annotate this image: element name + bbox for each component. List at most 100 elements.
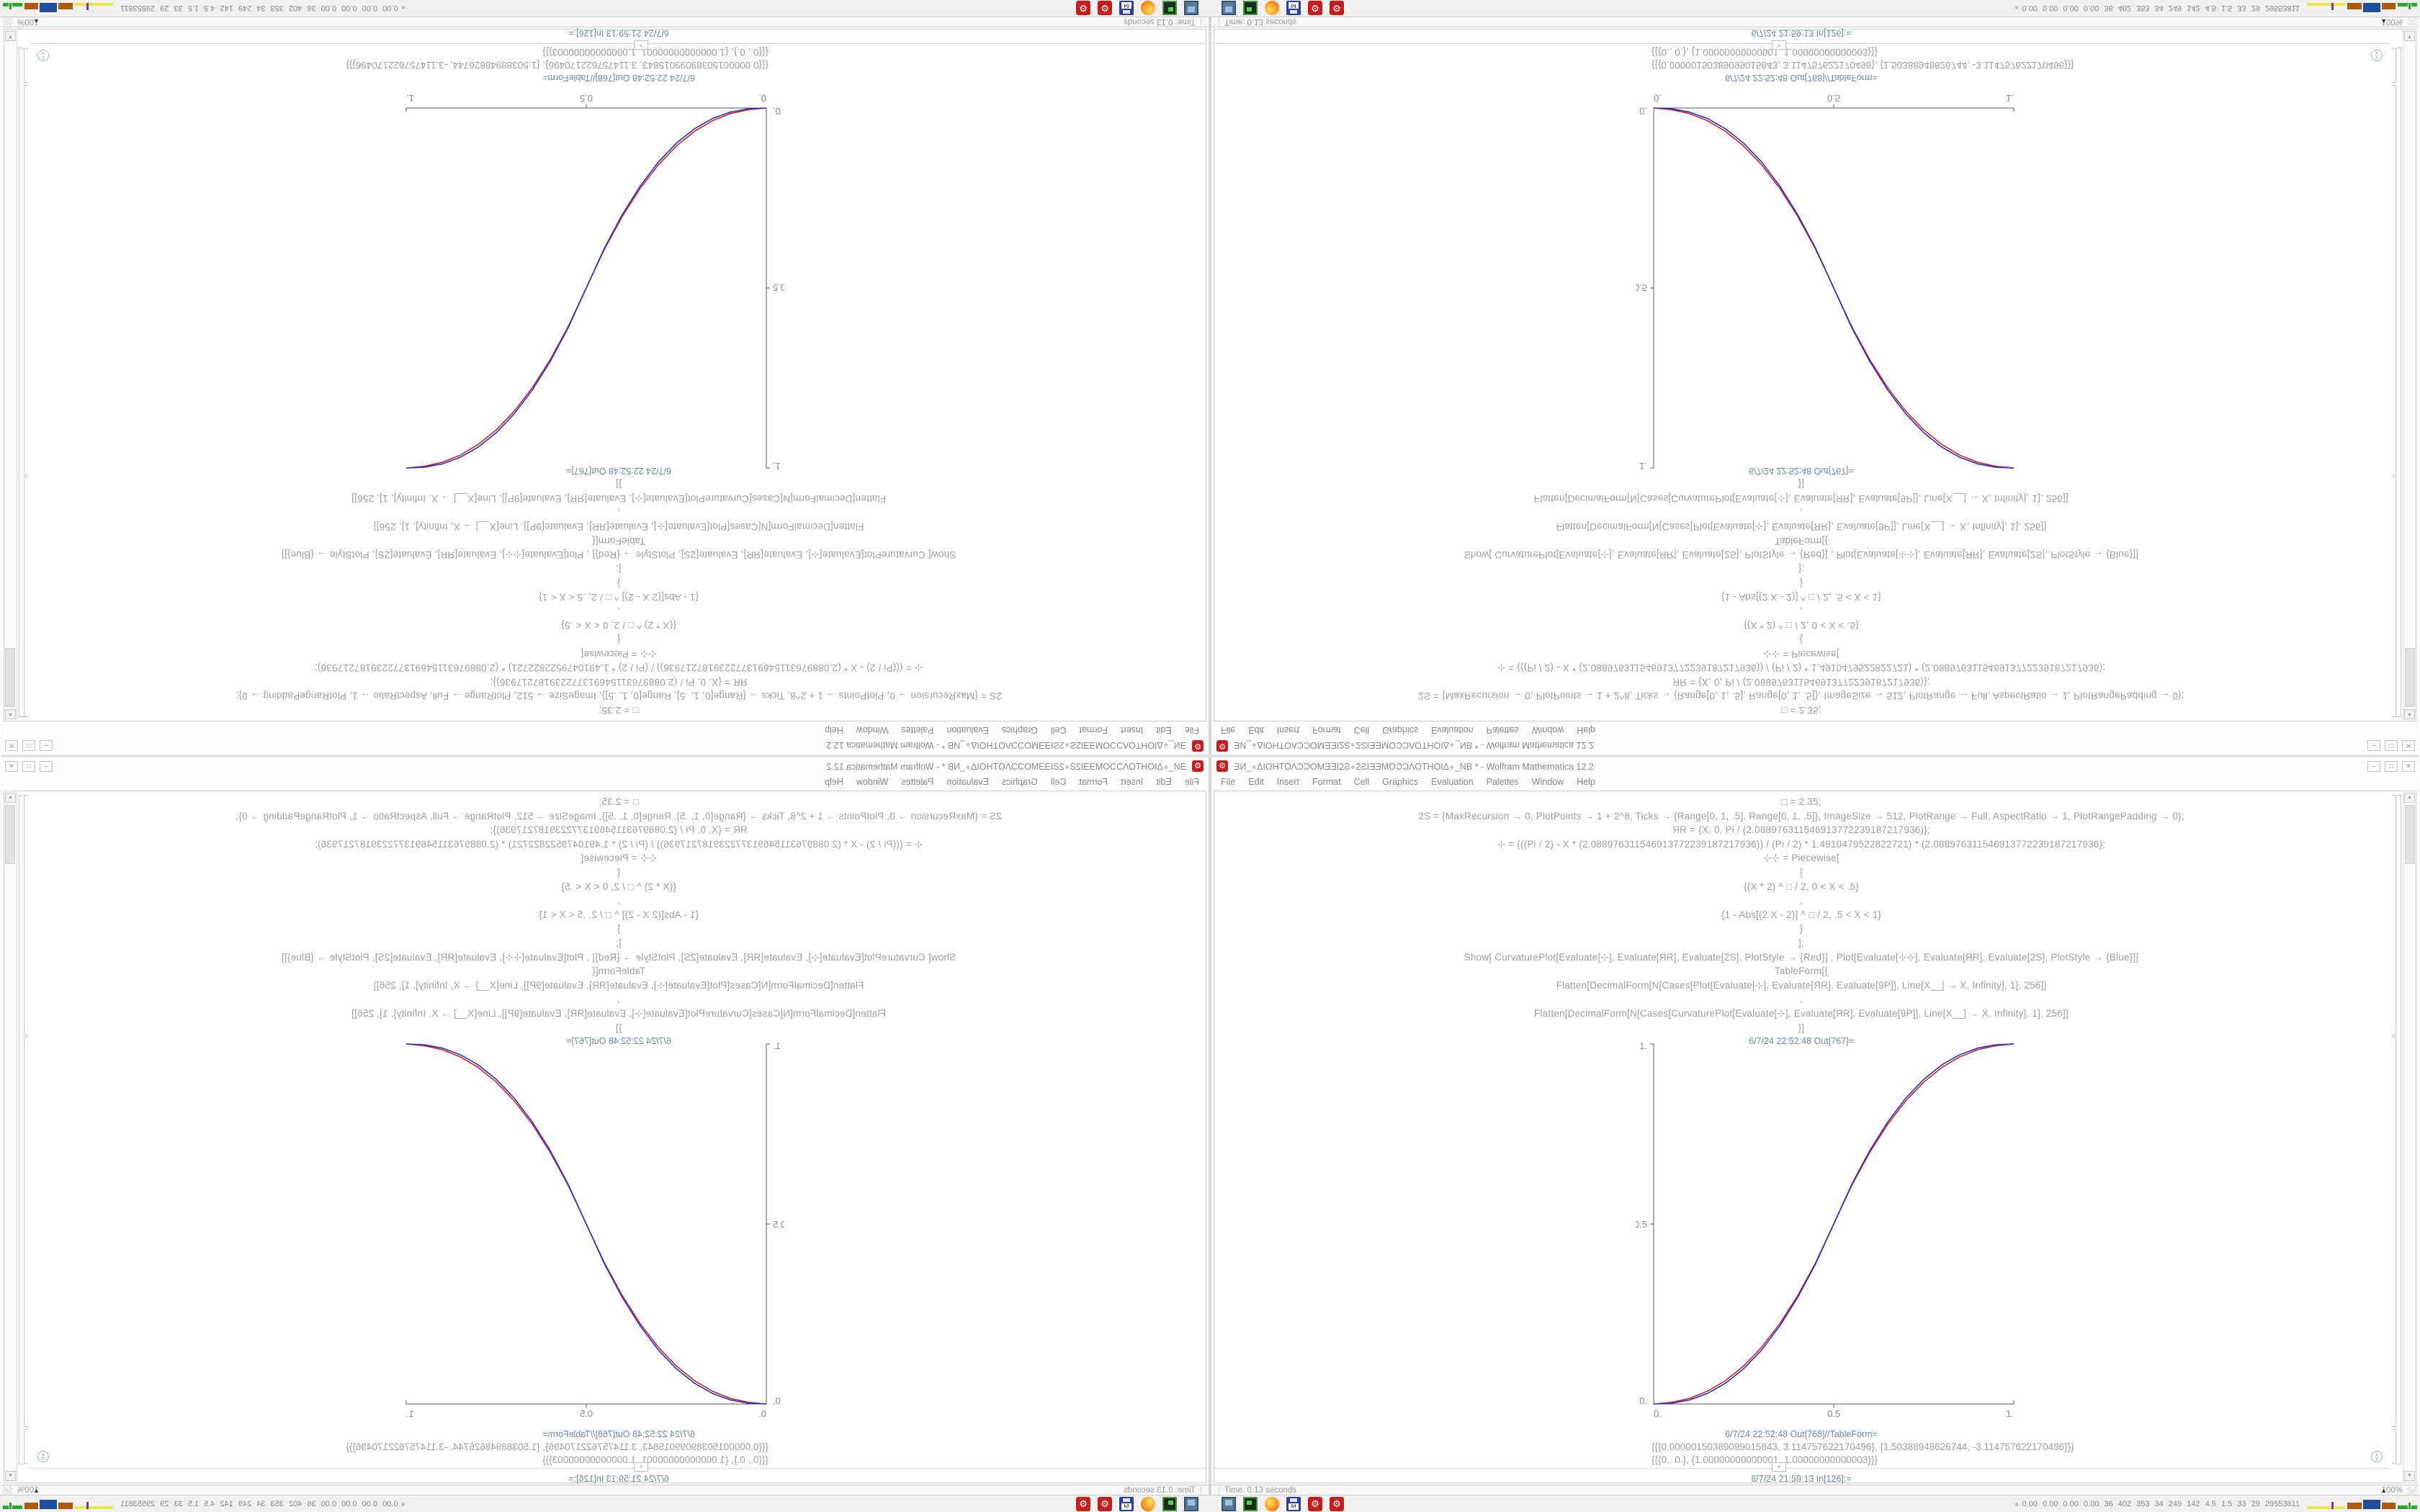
taskbar-display-icon[interactable]: [1184, 1, 1198, 15]
taskbar-floppy-icon[interactable]: 64: [1119, 1497, 1134, 1511]
code-line[interactable]: Flatten[DecimalForm[N[Cases[Plot[Evaluat…: [1556, 979, 2047, 991]
vertical-scrollbar[interactable]: ▲ ▼: [2403, 30, 2415, 720]
code-line[interactable]: {(X * 2) ^ □ / 2, 0 < X < .5}: [1744, 620, 1859, 631]
code-line[interactable]: Flatten[DecimalForm[N[Cases[Plot[Evaluat…: [373, 521, 864, 533]
code-line[interactable]: ];: [1798, 937, 1804, 948]
code-line[interactable]: ЯR = {X, 0, Pi / (2.08897631154691377223…: [490, 676, 748, 688]
menu-graphics[interactable]: Graphics: [1001, 777, 1038, 787]
code-line[interactable]: ЯR = {X, 0, Pi / (2.08897631154691377223…: [1672, 676, 1930, 688]
maximize-button[interactable]: □: [2385, 760, 2398, 772]
vertical-scrollbar[interactable]: ▲ ▼: [5, 792, 17, 1482]
input-cell[interactable]: □ = 2.35; 2S = {MaxRecursion → 0, PlotPo…: [32, 795, 1206, 1035]
menu-edit[interactable]: Edit: [1156, 777, 1172, 787]
code-line[interactable]: □ = 2.35;: [599, 705, 639, 716]
code-line[interactable]: {1 - Abs[(2 X - 2)] ^ □ / 2, .5 < X < 1}: [1721, 909, 1882, 920]
code-line[interactable]: 2S = {MaxRecursion → 0, PlotPoints → 1 +…: [236, 690, 1002, 702]
menu-help[interactable]: Help: [1577, 777, 1595, 787]
menu-window[interactable]: Window: [1531, 725, 1564, 735]
taskbar-display-icon[interactable]: [1222, 1497, 1236, 1511]
menu-evaluation[interactable]: Evaluation: [1431, 725, 1474, 735]
tray-expand-icon[interactable]: »: [2012, 6, 2021, 10]
code-line[interactable]: Flatten[DecimalForm[N[Cases[Plot[Evaluat…: [1556, 521, 2047, 533]
code-line[interactable]: ЯR = {X, 0, Pi / (2.08897631154691377223…: [490, 824, 748, 836]
vertical-scrollbar[interactable]: ▲ ▼: [5, 30, 17, 720]
menu-palettes[interactable]: Palettes: [901, 725, 934, 735]
output-cell-bracket[interactable]: [2392, 1429, 2396, 1464]
cell-collapse-icon[interactable]: ∨ ∨: [2371, 50, 2383, 61]
taskbar-firefox-icon[interactable]: [1265, 1497, 1279, 1511]
menu-window[interactable]: Window: [856, 725, 889, 735]
code-line[interactable]: ,: [617, 994, 620, 1005]
input-cell-bracket[interactable]: [24, 477, 28, 717]
taskbar-floppy-icon[interactable]: 64: [1119, 1, 1134, 15]
code-line[interactable]: ⊹ = (((Pi / 2) - X * (2.0889763115469137…: [1497, 662, 2106, 674]
code-line[interactable]: TableForm[{: [1774, 535, 1829, 546]
window-titlebar[interactable]: ⚙ ƎИ_∘ΔΙΟΗΤΟΛϽϽΟΜƎƎΙ2Ƨ∘2ƧΙƎƎΜΟϽϽΛΟΤΗΟΙΔ∘…: [1211, 757, 2419, 775]
code-line[interactable]: TableForm[{: [1774, 966, 1829, 977]
menu-help[interactable]: Help: [825, 725, 843, 735]
code-line[interactable]: TableForm[{: [591, 535, 646, 546]
taskbar-mathematica-icon[interactable]: ⚙: [1076, 1, 1090, 15]
taskbar-mathematica-icon[interactable]: ⚙: [1308, 1497, 1322, 1511]
taskbar-firefox-icon[interactable]: [1141, 1497, 1155, 1511]
menu-edit[interactable]: Edit: [1156, 725, 1172, 735]
tray-expand-icon[interactable]: »: [2012, 1502, 2021, 1506]
input-cell-bracket[interactable]: [2392, 477, 2396, 717]
code-line[interactable]: }: [617, 577, 621, 589]
scrollbar-thumb[interactable]: [2405, 648, 2415, 707]
scroll-down-icon[interactable]: ▼: [5, 31, 16, 41]
menu-edit[interactable]: Edit: [1248, 777, 1264, 787]
code-line[interactable]: Show[ CurvaturePlot[Evaluate[⊹], Evaluat…: [281, 951, 956, 963]
menu-evaluation[interactable]: Evaluation: [946, 777, 989, 787]
code-line[interactable]: {: [617, 866, 621, 878]
menu-file[interactable]: File: [1184, 725, 1199, 735]
insert-cell-button[interactable]: +: [634, 40, 648, 50]
taskbar-mathematica-icon[interactable]: ⚙: [1308, 1, 1322, 15]
menu-edit[interactable]: Edit: [1248, 725, 1264, 735]
menu-format[interactable]: Format: [1079, 725, 1108, 735]
code-line[interactable]: Show[ CurvaturePlot[Evaluate[⊹], Evaluat…: [281, 549, 956, 561]
input-cell[interactable]: □ = 2.35; 2S = {MaxRecursion → 0, PlotPo…: [1214, 477, 2388, 717]
code-line[interactable]: {: [617, 634, 621, 646]
code-line[interactable]: }]: [615, 1022, 622, 1033]
code-line[interactable]: 2S = {MaxRecursion → 0, PlotPoints → 1 +…: [236, 810, 1002, 822]
code-line[interactable]: ⊹⊹ = Piecewise[: [1763, 852, 1839, 864]
code-line[interactable]: {(X * 2) ^ □ / 2, 0 < X < .5}: [1744, 881, 1859, 892]
close-button[interactable]: ✕: [5, 740, 18, 752]
scroll-down-icon[interactable]: ▼: [5, 1471, 16, 1481]
code-line[interactable]: ,: [1800, 606, 1803, 617]
menu-insert[interactable]: Insert: [1276, 777, 1299, 787]
tray-expand-icon[interactable]: »: [399, 1502, 408, 1506]
maximize-button[interactable]: □: [22, 740, 35, 752]
menu-cell[interactable]: Cell: [1050, 777, 1067, 787]
scroll-up-icon[interactable]: ▲: [2404, 709, 2415, 719]
code-line[interactable]: ⊹⊹ = Piecewise[: [581, 852, 657, 864]
code-line[interactable]: Flatten[DecimalForm[N[Cases[Plot[Evaluat…: [373, 979, 864, 991]
taskbar-firefox-icon[interactable]: [1141, 1, 1155, 15]
input-cell-bracket[interactable]: [24, 795, 28, 1035]
code-line[interactable]: ⊹⊹ = Piecewise[: [1763, 648, 1839, 660]
insert-cell-button[interactable]: +: [634, 1462, 648, 1472]
scrollbar-thumb[interactable]: [5, 805, 15, 864]
cell-collapse-icon[interactable]: ∨ ∨: [37, 50, 49, 61]
taskbar-terminal-icon[interactable]: [1243, 1497, 1258, 1511]
window-titlebar[interactable]: ⚙ ƎИ_∘ΔΙΟΗΤΟΛϽϽΟΜƎƎΙ2Ƨ∘2ƧΙƎƎΜΟϽϽΛΟΤΗΟΙΔ∘…: [1, 757, 1209, 775]
magnification-arrow-icon[interactable]: ▲: [2380, 18, 2387, 25]
code-line[interactable]: □ = 2.35;: [599, 796, 639, 807]
scroll-up-icon[interactable]: ▲: [2404, 793, 2415, 803]
code-line[interactable]: Flatten[DecimalForm[N[Cases[CurvaturePlo…: [351, 1007, 886, 1019]
taskbar-terminal-icon[interactable]: [1243, 1, 1258, 15]
code-line[interactable]: ,: [1800, 994, 1803, 1005]
menu-cell[interactable]: Cell: [1353, 725, 1370, 735]
close-button[interactable]: ✕: [5, 760, 18, 772]
cell-group-bracket[interactable]: [2397, 795, 2401, 1464]
tray-expand-icon[interactable]: »: [399, 6, 408, 10]
code-line[interactable]: }: [1799, 577, 1803, 589]
code-line[interactable]: ];: [1798, 564, 1804, 575]
code-line[interactable]: Show[ CurvaturePlot[Evaluate[⊹], Evaluat…: [1464, 951, 2139, 963]
scroll-up-icon[interactable]: ▲: [5, 709, 16, 719]
code-line[interactable]: ⊹ = (((Pi / 2) - X * (2.0889763115469137…: [1497, 838, 2106, 850]
code-line[interactable]: {1 - Abs[(2 X - 2)] ^ □ / 2, .5 < X < 1}: [538, 909, 699, 920]
menu-format[interactable]: Format: [1312, 777, 1341, 787]
code-line[interactable]: {(X * 2) ^ □ / 2, 0 < X < .5}: [561, 881, 676, 892]
